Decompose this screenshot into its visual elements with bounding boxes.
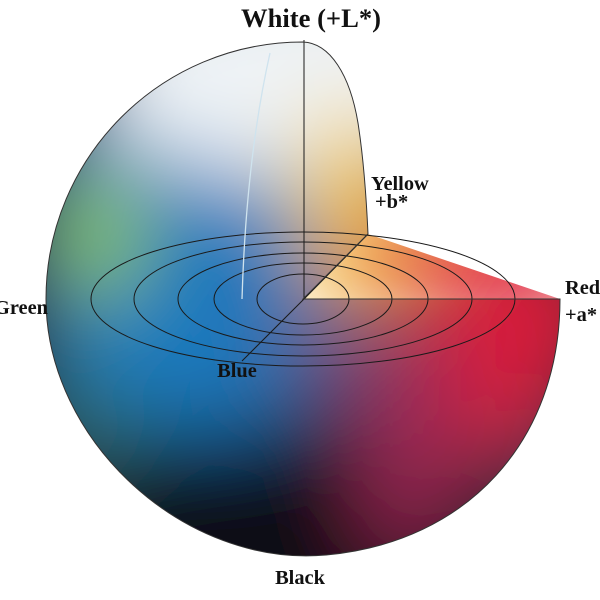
svg-text:+a*: +a* [565, 304, 597, 326]
svg-text:Green: Green [0, 297, 49, 319]
svg-text:Red: Red [565, 277, 600, 299]
svg-text:Blue: Blue [217, 360, 257, 382]
svg-text:White (+L*): White (+L*) [241, 3, 381, 33]
svg-text:+b*: +b* [375, 191, 408, 213]
svg-text:Black: Black [275, 567, 326, 589]
